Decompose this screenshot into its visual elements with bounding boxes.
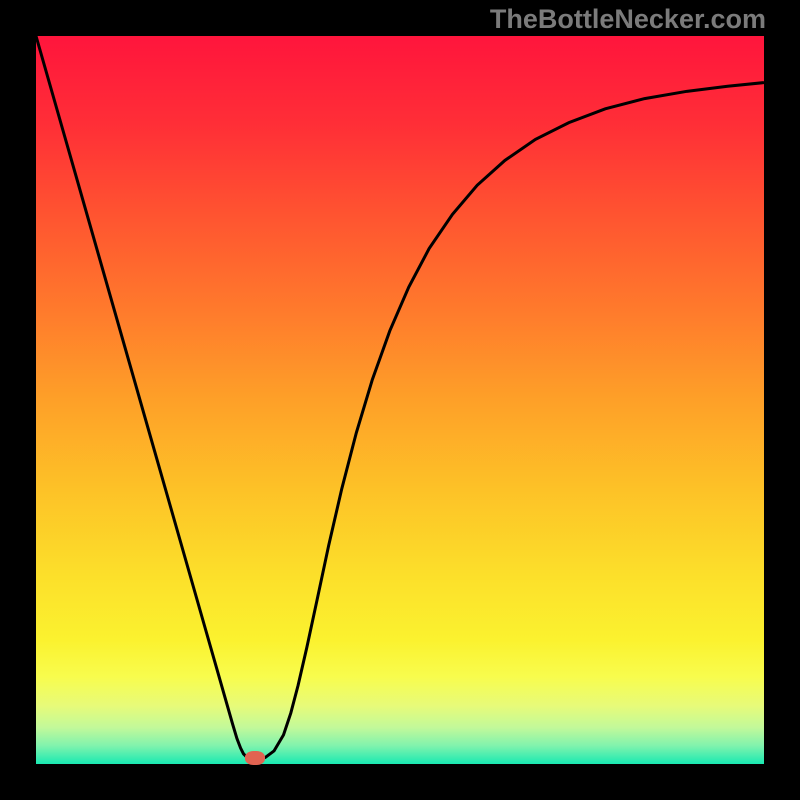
watermark-text: TheBottleNecker.com [490, 4, 766, 35]
optimum-marker [245, 751, 265, 766]
bottleneck-chart: TheBottleNecker.com [0, 0, 800, 800]
plot-area [36, 36, 764, 764]
bottleneck-curve [36, 36, 764, 764]
curve-path [36, 36, 764, 760]
